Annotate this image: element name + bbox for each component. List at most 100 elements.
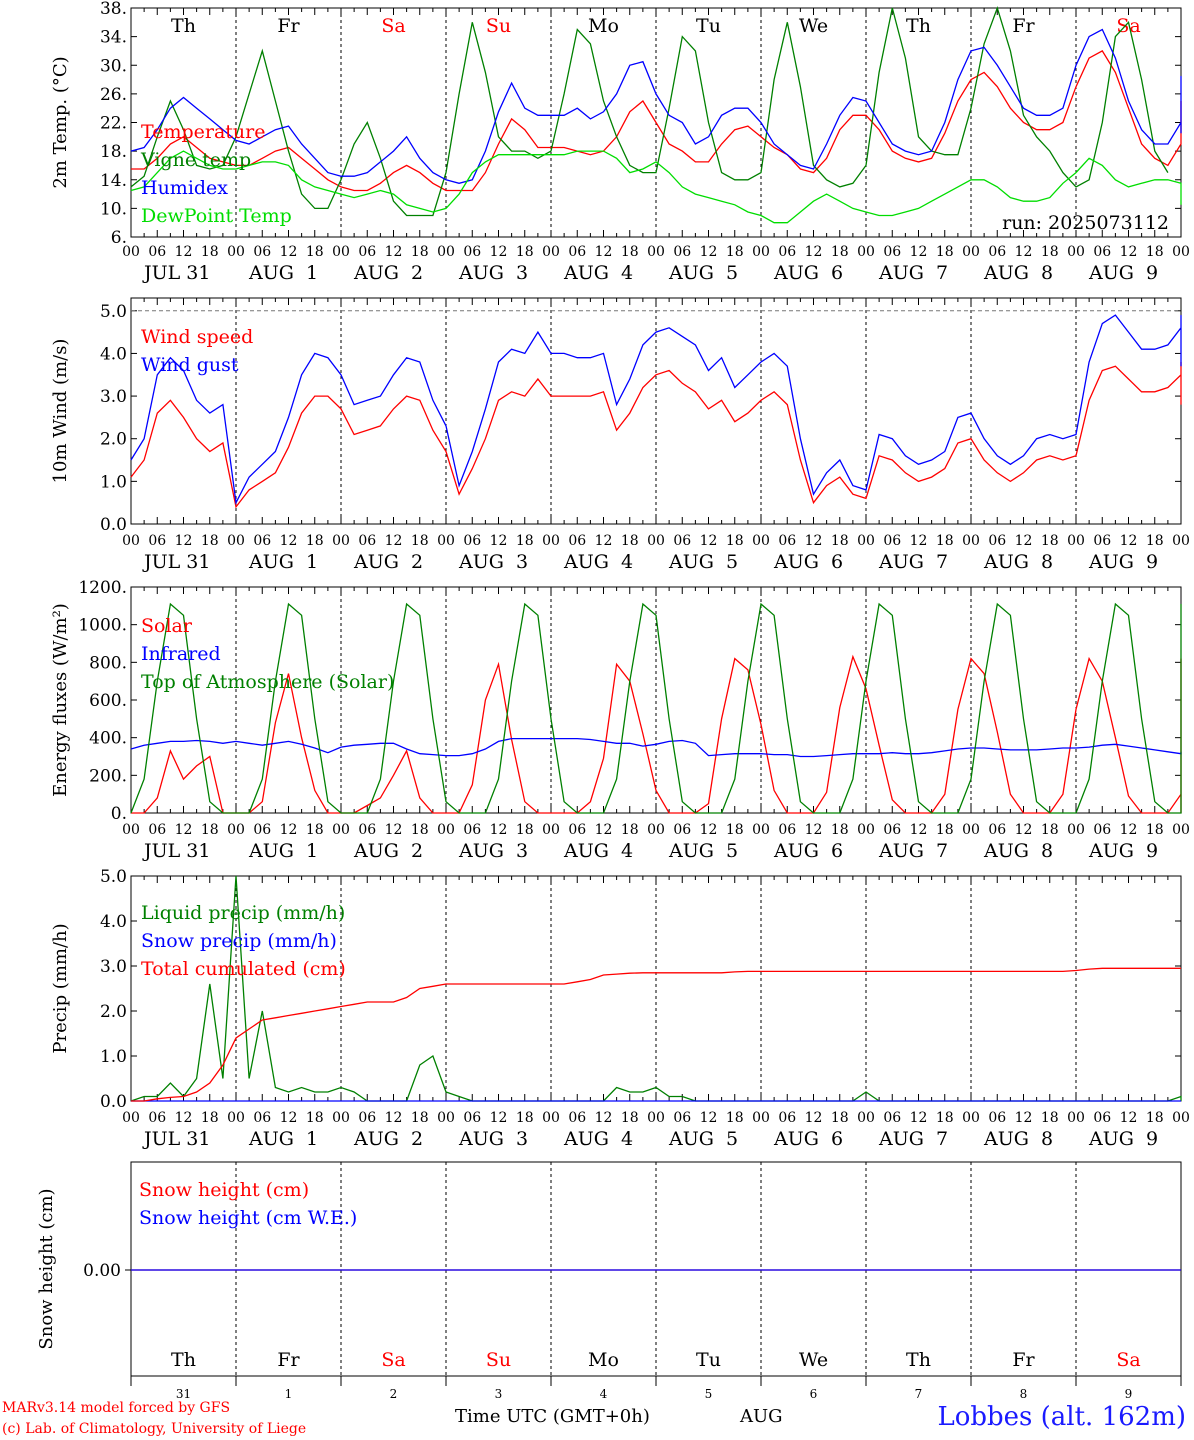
hour-tick-label: 06 (253, 244, 271, 260)
hour-tick-label: 18 (201, 822, 219, 838)
date-label: AUG 2 (353, 551, 423, 573)
hour-tick-label: 06 (1093, 1110, 1111, 1126)
hour-tick-label: 12 (490, 244, 508, 260)
hour-tick-label: 12 (1015, 822, 1033, 838)
y-axis-label: Snow height (cm) (36, 1188, 57, 1349)
legend-entry: Vigne temp (140, 149, 251, 171)
hour-tick-label: 06 (148, 244, 166, 260)
y-axis-label: 2m Temp. (°C) (50, 56, 71, 188)
hour-tick-label: 18 (201, 244, 219, 260)
hour-tick-label: 06 (358, 822, 376, 838)
series-line-4 (130, 150, 1182, 224)
hour-tick-label: 12 (595, 533, 613, 549)
hour-tick-label: 12 (385, 244, 403, 260)
hour-tick-label: 00 (227, 1110, 245, 1126)
hour-tick-label: 18 (411, 244, 429, 260)
hour-tick-label: 06 (988, 1110, 1006, 1126)
y-tick-label: 5.0 (100, 867, 127, 887)
hour-tick-label: 18 (306, 244, 324, 260)
hour-tick-label: 06 (463, 533, 481, 549)
date-label: AUG 7 (878, 262, 948, 284)
hour-tick-label: 00 (542, 244, 560, 260)
hour-tick-label: 00 (437, 822, 455, 838)
weekday-label: Sa (381, 15, 405, 37)
hour-tick-label: 06 (883, 1110, 901, 1126)
date-label: AUG 9 (1088, 262, 1158, 284)
hour-tick-label: 06 (568, 1110, 586, 1126)
hour-tick-label: 00 (752, 533, 770, 549)
y-tick-label: 2.0 (100, 1002, 127, 1022)
hour-tick-label: 06 (988, 822, 1006, 838)
hour-tick-label: 12 (1015, 1110, 1033, 1126)
hour-tick-label: 12 (490, 1110, 508, 1126)
hour-tick-label: 00 (542, 533, 560, 549)
date-label: AUG 9 (1088, 840, 1158, 862)
hour-tick-label: 00 (437, 533, 455, 549)
hour-tick-label: 00 (1067, 822, 1085, 838)
series-line-2 (130, 5, 1169, 217)
hour-tick-label: 00 (647, 1110, 665, 1126)
date-label: AUG 1 (248, 840, 318, 862)
hour-tick-label: 12 (910, 1110, 928, 1126)
y-tick-label: 0.0 (100, 1092, 127, 1112)
y-tick-label: 1.0 (100, 1047, 127, 1067)
hour-tick-label: 12 (595, 1110, 613, 1126)
weekday-label: Fr (277, 15, 300, 37)
legend-entry: Snow height (cm) (139, 1179, 309, 1201)
hour-tick-label: 00 (542, 1110, 560, 1126)
y-tick-label: 5.0 (100, 302, 127, 322)
y-axis-label: 10m Wind (m/s) (50, 339, 71, 484)
hour-tick-label: 12 (490, 822, 508, 838)
day-number: 5 (705, 1387, 713, 1401)
hour-tick-label: 00 (752, 822, 770, 838)
date-label: AUG 6 (773, 840, 843, 862)
hour-tick-label: 06 (463, 1110, 481, 1126)
y-axis-label: Energy fluxes (W/m²) (50, 603, 71, 797)
hour-tick-label: 06 (988, 244, 1006, 260)
legend-entry: Snow height (cm W.E.) (139, 1207, 357, 1229)
y-tick-label: 18. (100, 142, 127, 162)
hour-tick-label: 00 (332, 822, 350, 838)
hour-tick-label: 00 (647, 822, 665, 838)
hour-tick-label: 00 (752, 1110, 770, 1126)
day-number: 1 (285, 1387, 293, 1401)
hour-tick-label: 00 (857, 244, 875, 260)
y-tick-label: 2.0 (100, 430, 127, 450)
hour-tick-label: 18 (831, 244, 849, 260)
hour-tick-label: 00 (1067, 1110, 1085, 1126)
date-label: JUL 31 (142, 1128, 210, 1150)
hour-tick-label: 18 (1146, 244, 1164, 260)
legend-entry: Liquid precip (mm/h) (141, 902, 345, 924)
hour-tick-label: 18 (1146, 533, 1164, 549)
hour-tick-label: 06 (253, 1110, 271, 1126)
hour-tick-label: 18 (1041, 244, 1059, 260)
date-label: AUG 1 (248, 551, 318, 573)
day-number: 31 (176, 1387, 191, 1401)
day-number: 4 (600, 1387, 608, 1401)
y-tick-label: 10. (100, 199, 127, 219)
hour-tick-label: 12 (280, 822, 298, 838)
weekday-label: Mo (588, 15, 619, 37)
hour-tick-label: 00 (542, 822, 560, 838)
hour-tick-label: 00 (962, 822, 980, 838)
y-tick-label: 3.0 (100, 957, 127, 977)
hour-tick-label: 12 (280, 244, 298, 260)
weekday-label: We (799, 15, 828, 37)
hour-tick-label: 12 (1015, 533, 1033, 549)
hour-tick-label: 18 (621, 1110, 639, 1126)
hour-tick-label: 00 (1172, 1110, 1190, 1126)
chart-panel-1: 6. 10. 14. 18. 22. 26. 30. 34. 38. 00 06 12 18 00 06 12… (50, 0, 1190, 284)
hour-tick-label: 06 (568, 244, 586, 260)
hour-tick-label: 00 (857, 533, 875, 549)
hour-tick-label: 18 (621, 244, 639, 260)
series-line-1 (130, 362, 1182, 509)
legend-entry: Top of Atmosphere (Solar) (141, 671, 394, 693)
hour-tick-label: 18 (621, 822, 639, 838)
y-tick-label: 4.0 (100, 912, 127, 932)
hour-tick-label: 18 (516, 533, 534, 549)
hour-tick-label: 00 (227, 822, 245, 838)
hour-tick-label: 18 (726, 822, 744, 838)
weekday-label: We (799, 1349, 828, 1371)
hour-tick-label: 18 (411, 533, 429, 549)
